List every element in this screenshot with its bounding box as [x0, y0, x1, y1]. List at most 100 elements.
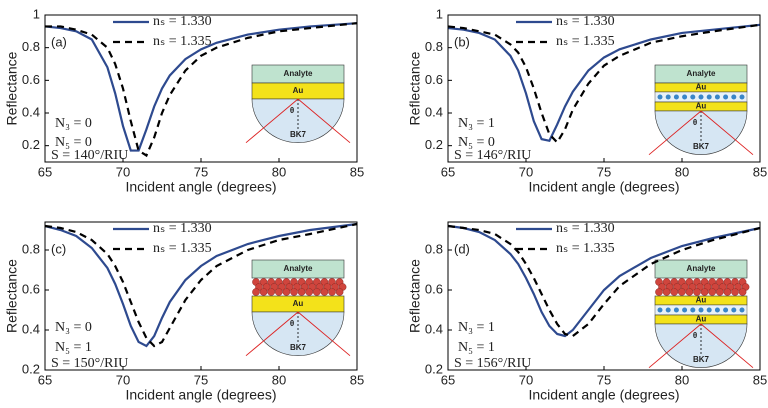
x-tick-label: 65	[441, 164, 455, 179]
molecule	[267, 288, 276, 296]
annotation: N₅ = 1	[458, 340, 495, 355]
legend-label: nₛ = 1.330	[556, 14, 615, 29]
atom	[665, 307, 671, 313]
x-tick-label: 70	[519, 164, 533, 179]
ray	[245, 311, 299, 357]
x-tick-label: 70	[116, 164, 130, 179]
x-tick-label: 85	[350, 164, 364, 179]
y-tick-label: 0.2	[22, 137, 40, 152]
plot-frame	[44, 221, 358, 371]
annotation: (a)	[51, 34, 67, 49]
x-axis-label: Incident angle (degrees)	[529, 179, 680, 195]
ray	[648, 110, 702, 156]
atom	[657, 94, 663, 100]
molecule	[655, 288, 663, 296]
atom	[706, 94, 712, 100]
molecule	[305, 288, 314, 296]
molecule	[708, 288, 717, 296]
x-tick-label: 65	[38, 372, 52, 387]
data-line	[44, 222, 358, 348]
atom	[698, 307, 704, 313]
y-axis-label: Reflectance	[407, 259, 423, 333]
molecule	[335, 288, 344, 296]
molecule	[274, 288, 283, 296]
y-tick-label: 0.8	[425, 241, 443, 256]
y-axis-label: Reflectance	[4, 259, 20, 333]
plot-frame	[447, 14, 761, 163]
data-line	[447, 224, 761, 338]
inset-label: Analyte	[284, 69, 313, 78]
ray	[700, 110, 754, 156]
y-tick-label: 0.8	[22, 39, 40, 54]
x-tick-label: 75	[194, 372, 208, 387]
data-line	[44, 22, 358, 152]
inset-label: Analyte	[687, 264, 716, 273]
data-line	[447, 224, 761, 338]
x-tick-label: 70	[519, 372, 533, 387]
annotation: N₅ = 0	[458, 135, 495, 150]
x-tick-label: 75	[597, 372, 611, 387]
x-tick-label: 85	[350, 372, 364, 387]
y-tick-label: 0.4	[425, 104, 443, 119]
ray	[700, 323, 754, 369]
x-axis-label: Incident angle (degrees)	[529, 387, 680, 403]
data-line	[447, 23, 761, 143]
plot-frame	[44, 14, 358, 163]
atom	[690, 94, 696, 100]
atom	[714, 307, 720, 313]
legend-label: nₛ = 1.330	[153, 14, 212, 29]
y-tick-label: 0.8	[425, 39, 443, 54]
annotation: S = 150°/RIU	[51, 356, 128, 371]
analyte-layer	[654, 259, 748, 279]
y-tick-label: 0.2	[425, 361, 443, 376]
x-tick-label: 85	[753, 372, 767, 387]
inset-label: Au	[696, 315, 707, 324]
x-tick-label: 80	[272, 372, 286, 387]
y-tick-label: 0.4	[22, 104, 40, 119]
atom	[714, 94, 720, 100]
molecule	[259, 288, 268, 296]
x-tick-label: 65	[38, 164, 52, 179]
molecule	[716, 288, 724, 296]
inset-label: Au	[696, 102, 707, 111]
legend-label: nₛ = 1.330	[556, 221, 615, 236]
molecule	[312, 288, 321, 296]
inset-label: θ	[290, 106, 294, 115]
inset-label: Au	[696, 296, 707, 305]
inset-label: θ	[693, 118, 697, 127]
molecule	[693, 288, 701, 296]
x-axis-label: Incident angle (degrees)	[126, 179, 277, 195]
analyte-layer	[251, 259, 345, 279]
y-tick-label: 0.4	[425, 321, 443, 336]
y-tick-label: 0.6	[425, 72, 443, 87]
molecule	[670, 288, 679, 296]
annotation: (d)	[454, 241, 470, 256]
ray	[297, 311, 351, 357]
y-tick-label: 0.8	[22, 241, 40, 256]
atom	[690, 307, 696, 313]
molecule	[290, 288, 298, 296]
legend-label: nₛ = 1.335	[153, 241, 212, 256]
inset-label: Au	[293, 86, 304, 95]
ray	[245, 98, 299, 144]
inset-label: BK7	[693, 355, 710, 364]
inset-label: θ	[693, 331, 697, 340]
ray	[297, 98, 351, 144]
annotation: N₃ = 1	[458, 116, 495, 131]
molecule	[685, 288, 694, 296]
molecule	[731, 288, 739, 296]
inset-label: Analyte	[687, 69, 716, 78]
molecule	[297, 288, 306, 296]
x-tick-label: 70	[116, 372, 130, 387]
atom	[657, 307, 663, 313]
atom	[723, 94, 729, 100]
y-tick-label: 0.2	[425, 137, 443, 152]
atom	[706, 307, 712, 313]
plot-frame	[447, 221, 761, 371]
molecule	[723, 288, 732, 296]
atom	[731, 307, 737, 313]
annotation: N₅ = 1	[55, 340, 92, 355]
inset-label: BK7	[693, 142, 710, 151]
legend-label: nₛ = 1.335	[556, 34, 615, 49]
